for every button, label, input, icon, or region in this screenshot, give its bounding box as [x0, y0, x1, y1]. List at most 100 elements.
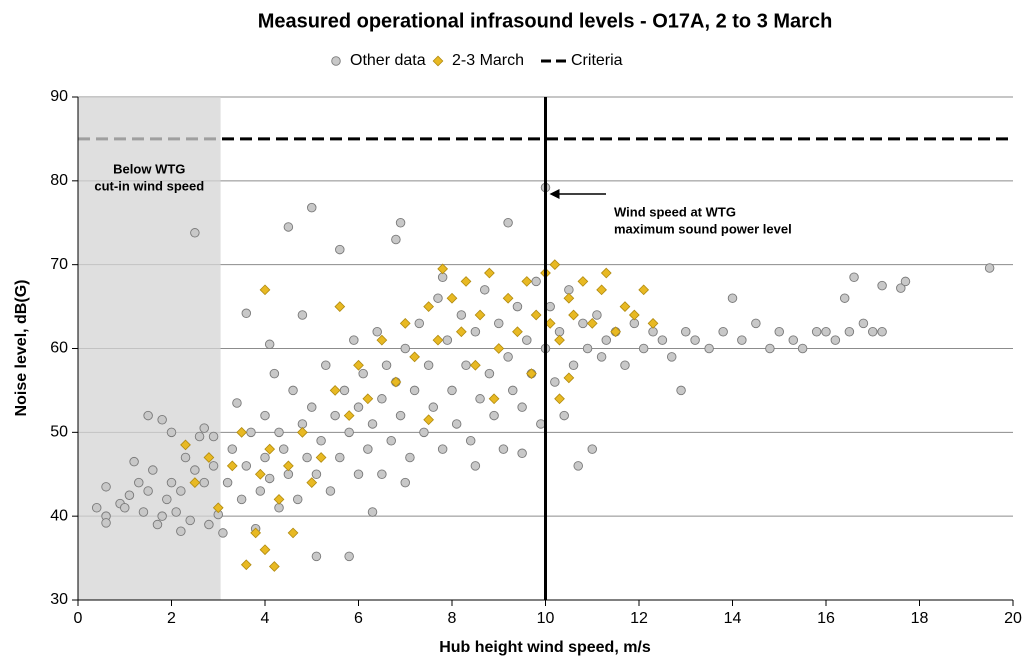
circle-point [353, 402, 364, 412]
y-tick-label: 50 [50, 424, 68, 441]
diamond-point [502, 292, 514, 304]
annotation: maximum sound power level [614, 221, 792, 236]
circle-point [704, 343, 714, 354]
circle-point [353, 469, 364, 480]
circle-point [582, 343, 593, 354]
circle-point [143, 486, 153, 496]
circle-point [522, 335, 532, 345]
circle-point [222, 477, 233, 488]
y-tick-label: 90 [50, 88, 68, 105]
diamond-point [554, 393, 565, 405]
circle-point [839, 293, 850, 303]
circle-point [208, 431, 219, 442]
circle-point [414, 318, 425, 329]
x-tick-label: 16 [817, 610, 835, 627]
circle-point [681, 326, 691, 337]
circle-point [437, 444, 448, 454]
diamond-point [259, 284, 271, 296]
circle-point [395, 217, 406, 228]
circle-point [339, 385, 350, 396]
circle-point [377, 469, 387, 480]
diamond-point [362, 393, 374, 405]
x-tick-label: 14 [724, 610, 742, 627]
circle-point [269, 368, 280, 379]
circle-point [274, 427, 284, 438]
diamond-point [484, 267, 495, 279]
annotation: Wind speed at WTG [614, 204, 736, 219]
circle-point [409, 385, 420, 396]
circle-point [638, 343, 649, 354]
diamond-point [460, 276, 472, 287]
diamond-point [390, 376, 402, 388]
circle-point [788, 335, 799, 345]
circle-point [325, 486, 336, 496]
chart-title: Measured operational infrasound levels -… [258, 10, 833, 32]
y-tick-label: 30 [50, 591, 68, 608]
circle-point [648, 326, 658, 337]
circle-point [498, 444, 509, 454]
circle-point [578, 318, 588, 329]
diamond-point [526, 368, 537, 380]
circle-point [166, 427, 177, 438]
legend-marker [331, 56, 341, 66]
circle-point [868, 326, 878, 337]
circle-point [227, 444, 238, 454]
circle-point [119, 503, 130, 513]
circle-point [737, 335, 747, 345]
circle-point [171, 507, 181, 517]
circle-point [475, 394, 485, 404]
y-tick-label: 70 [50, 256, 68, 273]
circle-point [264, 473, 275, 484]
diamond-point [549, 259, 561, 271]
circle-point [278, 444, 289, 454]
diamond-point [334, 301, 346, 312]
circle-point [508, 385, 518, 396]
x-tick-label: 2 [167, 610, 176, 627]
circle-point [821, 326, 831, 337]
circle-point [185, 515, 195, 526]
x-tick-label: 6 [354, 610, 363, 627]
circle-point [423, 360, 434, 371]
x-tick-label: 18 [911, 610, 929, 627]
circle-point [433, 293, 443, 303]
circle-point [101, 518, 111, 528]
circle-point [545, 301, 555, 312]
legend: Other data 2-3 March Criteria [331, 52, 623, 69]
circle-point [774, 326, 785, 337]
circle-point [592, 310, 602, 320]
circle-point [194, 431, 205, 442]
y-tick-label: 60 [50, 340, 68, 357]
circle-point [470, 326, 481, 337]
circle-point [811, 326, 822, 337]
legend-label: Other data [350, 52, 426, 69]
diamond-point [250, 527, 262, 539]
diamond-point [268, 561, 280, 572]
circle-point [666, 352, 677, 362]
circle-point [176, 526, 186, 537]
x-tick-label: 0 [74, 610, 83, 627]
circle-point [199, 423, 209, 433]
circle-point [241, 461, 252, 471]
circle-point [489, 410, 499, 421]
circle-point [596, 352, 607, 362]
circle-point [456, 310, 467, 320]
circle-point [484, 368, 495, 379]
diamond-point [226, 460, 238, 472]
circle-point [512, 301, 523, 312]
circle-point [536, 419, 546, 429]
circle-point [405, 452, 415, 463]
circle-point [218, 528, 228, 538]
circle-point [349, 335, 359, 345]
circle-point [321, 360, 331, 371]
circle-point [587, 444, 598, 454]
diamond-point [353, 359, 364, 371]
circle-point [442, 335, 453, 345]
circle-point [461, 360, 471, 371]
legend-marker [432, 55, 444, 67]
diamond-point [297, 426, 308, 438]
diamond-point [189, 477, 201, 488]
circle-point [208, 461, 219, 471]
circle-point [877, 280, 887, 291]
circle-point [896, 283, 906, 293]
